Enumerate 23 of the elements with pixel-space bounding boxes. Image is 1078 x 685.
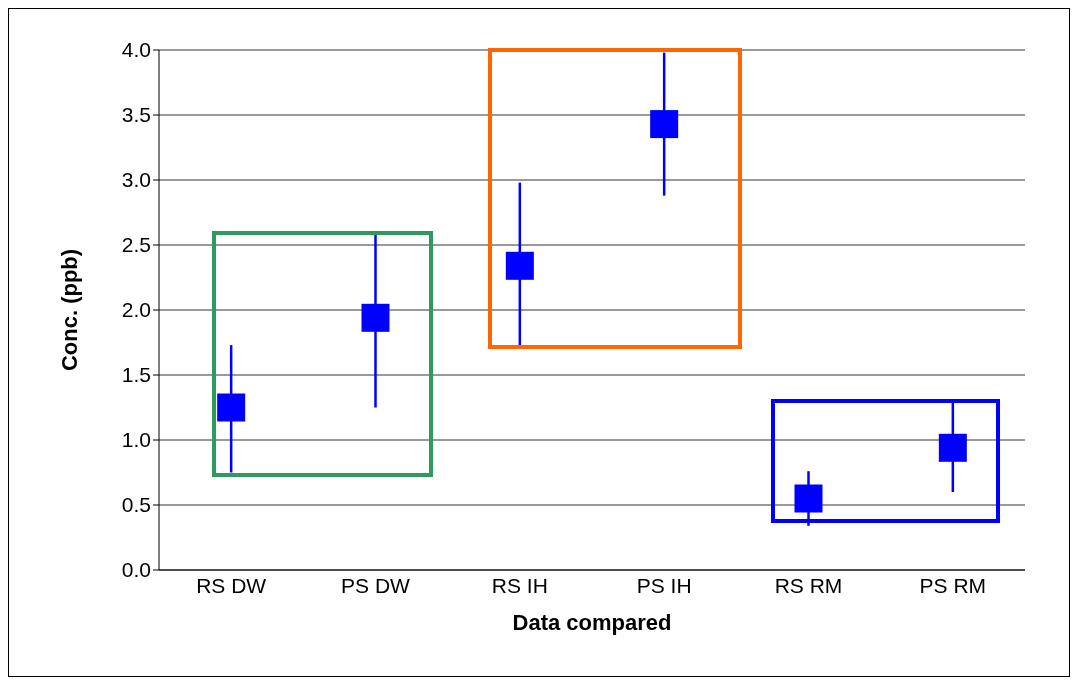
x-tick-label: PS DW [341,573,411,597]
point [505,251,534,280]
point [650,110,679,139]
y-tick-label: 3.0 [121,168,151,192]
x-tick-label: RS IH [491,573,548,597]
y-tick-label: 1.0 [121,428,151,452]
y-tick-label: 0.0 [121,558,151,582]
x-tick-label: PS IH [636,573,692,597]
y-tick-label: 4.0 [121,38,151,62]
y-tick-label: 2.5 [121,233,151,257]
y-tick-label: 0.5 [121,493,151,517]
y-tick-label: 3.5 [121,103,151,127]
point [794,484,823,513]
point [217,393,246,422]
x-axis-title: Data compared [512,610,672,635]
y-axis-title: Conc. (ppb) [56,248,82,372]
y-tick-label: 1.5 [121,363,151,387]
x-tick-label: RS RM [774,573,843,597]
point [938,433,967,462]
y-tick-label: 2.0 [121,298,151,322]
x-tick-label: RS DW [196,573,267,597]
x-tick-label: PS RM [919,573,987,597]
point [361,303,390,332]
